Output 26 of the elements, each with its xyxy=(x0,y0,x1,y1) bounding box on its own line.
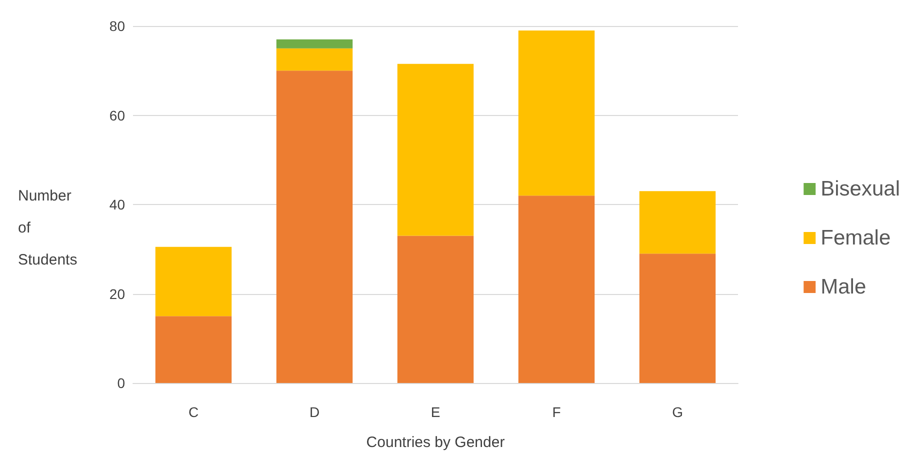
x-tick-label: D xyxy=(309,404,320,420)
y-tick-label: 20 xyxy=(109,286,126,302)
bar xyxy=(276,39,353,48)
x-tick-label: G xyxy=(672,404,683,420)
x-tick-label: C xyxy=(188,404,199,420)
y-tick-label: 80 xyxy=(109,18,126,34)
bar xyxy=(397,64,474,236)
bar xyxy=(518,30,595,196)
y-tick-label: 60 xyxy=(109,107,126,124)
x-tick-label: F xyxy=(552,404,561,420)
bar xyxy=(397,236,474,383)
bar xyxy=(276,70,353,383)
x-tick-label: E xyxy=(430,404,440,420)
y-tick-label: 40 xyxy=(109,196,126,212)
bar xyxy=(155,246,232,316)
bar xyxy=(639,191,716,254)
legend-label: Male xyxy=(820,276,866,298)
y-axis-title: Number of Students xyxy=(18,188,78,268)
bar xyxy=(518,196,595,383)
x-axis-title: Countries by Gender xyxy=(366,434,505,451)
bar xyxy=(276,48,353,71)
legend-label: Bisexual xyxy=(820,178,900,200)
y-tick-label: 0 xyxy=(117,375,126,391)
bar xyxy=(639,254,716,383)
legend-label: Female xyxy=(820,226,891,250)
bar xyxy=(155,316,232,383)
